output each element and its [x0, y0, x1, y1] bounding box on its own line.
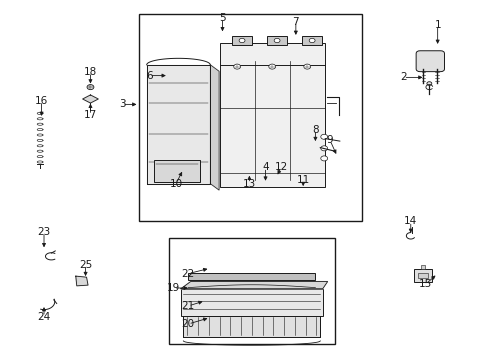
Bar — [188, 273, 315, 280]
Text: 1: 1 — [433, 20, 440, 30]
Text: 16: 16 — [35, 96, 48, 106]
Circle shape — [274, 38, 280, 43]
FancyBboxPatch shape — [415, 51, 444, 72]
Text: 19: 19 — [166, 283, 180, 293]
Circle shape — [308, 38, 314, 43]
Text: 12: 12 — [274, 162, 287, 172]
Text: 3: 3 — [119, 99, 125, 109]
Text: 5: 5 — [219, 13, 225, 23]
Text: 9: 9 — [326, 135, 333, 145]
Text: 11: 11 — [296, 175, 309, 185]
Bar — [220, 43, 325, 187]
Circle shape — [426, 82, 431, 85]
Bar — [420, 265, 425, 269]
Circle shape — [320, 146, 327, 151]
Circle shape — [87, 85, 94, 90]
Text: 20: 20 — [182, 319, 194, 329]
Text: 4: 4 — [262, 162, 268, 172]
Text: 10: 10 — [169, 179, 182, 189]
Bar — [232, 36, 251, 45]
Text: 8: 8 — [311, 125, 318, 135]
Text: 13: 13 — [242, 179, 256, 189]
Bar — [139, 14, 361, 221]
Text: 2: 2 — [399, 72, 406, 82]
Circle shape — [303, 64, 310, 69]
Text: 17: 17 — [83, 110, 97, 120]
Text: 7: 7 — [292, 17, 299, 27]
Text: 25: 25 — [79, 260, 92, 270]
Polygon shape — [146, 65, 210, 184]
Text: 21: 21 — [181, 301, 195, 311]
Bar — [417, 273, 427, 278]
Circle shape — [320, 156, 327, 161]
Polygon shape — [82, 95, 98, 103]
Text: 18: 18 — [83, 67, 97, 77]
Circle shape — [233, 64, 240, 69]
Text: 6: 6 — [145, 71, 152, 81]
Bar — [267, 36, 286, 45]
Bar — [302, 36, 321, 45]
Circle shape — [239, 38, 244, 43]
Text: 15: 15 — [418, 279, 431, 289]
Polygon shape — [181, 282, 327, 289]
Text: 14: 14 — [403, 216, 417, 226]
Polygon shape — [76, 276, 88, 286]
Text: 22: 22 — [181, 269, 195, 279]
Polygon shape — [210, 65, 219, 190]
Bar — [181, 289, 322, 316]
Circle shape — [320, 134, 327, 139]
Bar — [154, 160, 200, 182]
Text: 24: 24 — [37, 312, 51, 322]
Bar — [183, 316, 320, 337]
Circle shape — [268, 64, 275, 69]
Text: 23: 23 — [37, 227, 51, 237]
Bar — [413, 269, 431, 282]
Bar — [168, 238, 334, 344]
